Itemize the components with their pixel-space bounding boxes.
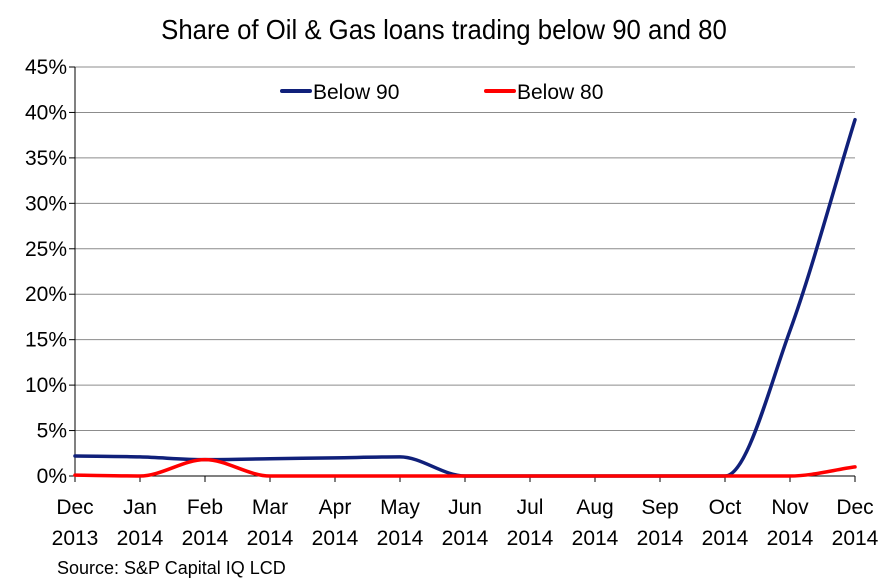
y-tick-label: 35%: [25, 147, 67, 170]
x-tick-label: Nov 2014: [767, 496, 814, 550]
x-tick-label: Oct 2014: [702, 496, 749, 550]
gridlines: [75, 66, 855, 432]
x-tick-label: May 2014: [377, 496, 424, 550]
y-tick-label: 40%: [25, 101, 67, 124]
y-axis-ticks: 0% 5% 10% 15% 20% 25% 30% 35% 40% 45%: [25, 56, 67, 488]
series-line-below-90: [73, 117, 857, 478]
y-tick-label: 10%: [25, 374, 67, 397]
x-tick-label: Jun 2014: [442, 496, 489, 550]
x-tick-label: Mar 2014: [247, 496, 294, 550]
x-tick-label: Aug 2014: [572, 496, 619, 550]
source-note: Source: S&P Capital IQ LCD: [57, 558, 286, 578]
x-tick-label: Sep 2014: [637, 496, 684, 550]
y-tick-label: 30%: [25, 192, 67, 215]
x-tick-label: Jul 2014: [507, 496, 554, 550]
series-line-below-80: [73, 457, 857, 478]
series-lines: [73, 117, 857, 478]
axes: [69, 66, 856, 482]
y-tick-label: 45%: [25, 56, 67, 79]
x-tick-label: Apr 2014: [312, 496, 359, 550]
y-tick-label: 15%: [25, 329, 67, 352]
y-tick-label: 20%: [25, 283, 67, 306]
legend: Below 90 Below 80: [280, 81, 603, 104]
y-tick-label: 0%: [37, 465, 67, 488]
legend-label: Below 80: [517, 81, 603, 104]
x-tick-label: Dec 2013: [52, 496, 99, 550]
x-tick-label: Dec 2014: [832, 496, 879, 550]
chart-title: Share of Oil & Gas loans trading below 9…: [161, 14, 727, 45]
y-tick-label: 5%: [37, 420, 67, 443]
x-tick-label: Jan 2014: [117, 496, 164, 550]
x-tick-label: Feb 2014: [182, 496, 229, 550]
legend-label: Below 90: [313, 81, 399, 104]
y-tick-label: 25%: [25, 238, 67, 261]
x-axis-ticks: Dec 2013 Jan 2014 Feb 2014 Mar 2014 Apr 2014 May 20…: [52, 496, 879, 550]
